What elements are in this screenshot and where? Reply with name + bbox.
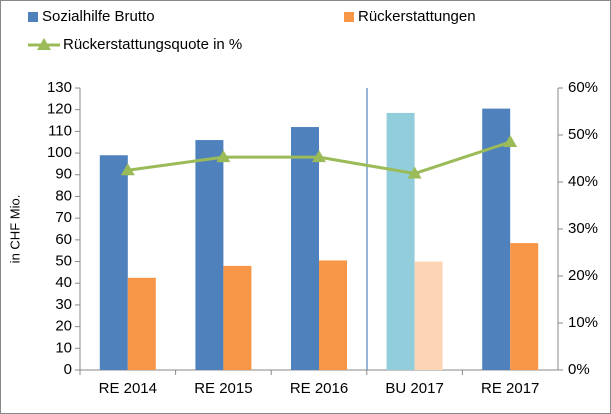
y-tick-label: 10 <box>55 339 72 356</box>
y2-tick-label: 10% <box>568 314 598 331</box>
x-tick-label: RE 2014 <box>99 380 157 397</box>
y-tick-label: 130 <box>47 79 72 96</box>
y-tick-label: 90 <box>55 166 72 183</box>
bar <box>127 277 156 370</box>
legend-swatch <box>344 12 354 22</box>
legend-label: Rückerstattungsquote in % <box>63 36 242 53</box>
legend-marker <box>37 38 51 50</box>
bar <box>319 260 347 370</box>
y-tick-label: 80 <box>55 187 72 204</box>
y2-tick-label: 0% <box>568 361 590 378</box>
y-tick-label: 70 <box>55 209 72 226</box>
bar <box>510 243 539 370</box>
y2-tick-label: 30% <box>568 220 598 237</box>
y-tick-label: 40 <box>55 274 72 291</box>
y-tick-label: 100 <box>47 144 72 161</box>
y2-tick-label: 60% <box>568 79 598 96</box>
bar <box>482 108 511 370</box>
legend-label: Sozialhilfe Brutto <box>42 8 155 25</box>
marker <box>503 135 518 148</box>
bar <box>99 155 128 370</box>
marker <box>216 150 231 163</box>
bar <box>386 112 415 370</box>
marker <box>312 150 326 163</box>
y-tick-label: 0 <box>64 361 72 378</box>
bar <box>291 127 319 371</box>
legend-label: Rückerstattungen <box>358 8 476 25</box>
y-tick-label: 20 <box>55 318 72 335</box>
y-tick-label: 50 <box>55 253 72 270</box>
y2-tick-label: 20% <box>568 267 598 284</box>
y-tick-label: 30 <box>55 296 72 313</box>
bar <box>223 265 252 370</box>
x-tick-label: RE 2016 <box>290 380 348 397</box>
x-tick-label: RE 2015 <box>194 380 252 397</box>
y2-tick-label: 50% <box>568 126 598 143</box>
legend-swatch <box>28 12 38 22</box>
bar <box>195 140 224 370</box>
x-tick-label: BU 2017 <box>385 380 443 397</box>
x-tick-label: RE 2017 <box>481 380 539 397</box>
y-tick-label: 120 <box>47 101 72 118</box>
bar <box>414 261 443 370</box>
y-axis-label: in CHF Mio. <box>7 195 22 264</box>
marker <box>120 163 135 176</box>
y2-tick-label: 40% <box>568 173 598 190</box>
y-tick-label: 60 <box>55 231 72 248</box>
y-tick-label: 110 <box>48 122 72 139</box>
marker <box>407 166 422 179</box>
